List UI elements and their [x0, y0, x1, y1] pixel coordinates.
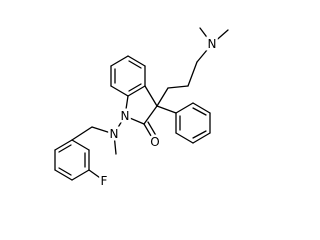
bonds [54, 27, 229, 181]
molecule-diagram: N N N O F [54, 27, 229, 188]
atom-label: F [101, 174, 108, 188]
atom-label: O [150, 135, 159, 149]
atom-label: N [121, 109, 130, 123]
atom-label: N [208, 37, 217, 51]
atom-label: N [110, 127, 119, 141]
